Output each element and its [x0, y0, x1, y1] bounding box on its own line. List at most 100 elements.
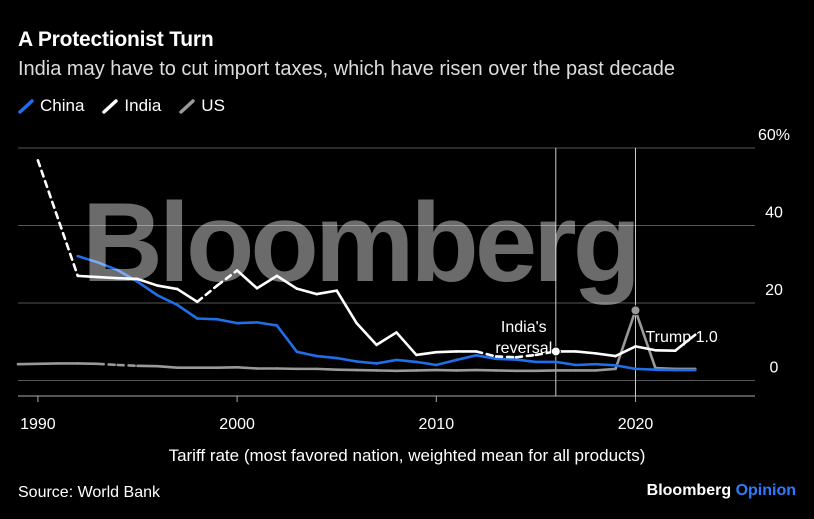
series-china-segment: [235, 321, 259, 325]
series-china-segment: [614, 364, 637, 371]
series-india-segment: [634, 345, 657, 352]
x-tick-label-2000: 2000: [219, 416, 255, 433]
series-us-segment: [634, 309, 657, 370]
series-china-segment: [415, 360, 438, 367]
series-india-segment: [415, 350, 438, 357]
series-india-segment: [514, 353, 538, 359]
legend-item-india: India: [102, 96, 161, 116]
series-us-segment: [594, 367, 617, 372]
series-us-segment: [614, 309, 637, 371]
series-india-segment: [275, 274, 299, 290]
series-india-segment: [335, 289, 358, 325]
annotation-markers: [550, 305, 641, 357]
series-us-segment: [235, 366, 259, 370]
series-china-segment: [554, 360, 578, 367]
annotation-label-trump: Trump 1.0: [645, 329, 717, 346]
legend-swatch-india: [102, 98, 119, 114]
series-india-segment: [235, 269, 259, 290]
series-india-segment: [355, 321, 378, 347]
series-china-segment: [574, 362, 597, 367]
series-india-segment: [474, 350, 498, 358]
legend: China India US: [18, 96, 225, 116]
brand-main: Bloomberg: [646, 482, 732, 499]
legend-swatch-us: [179, 98, 196, 114]
series-india-segment: [215, 269, 239, 287]
legend-item-china: China: [18, 96, 84, 116]
legend-item-us: US: [179, 96, 225, 116]
axis-labels: 0 20 40 60% 1990 2000 2010 2020: [20, 127, 790, 433]
legend-label-china: China: [40, 96, 85, 115]
series-india-segment: [156, 284, 179, 291]
series-india-segment: [255, 274, 279, 290]
legend-label-india: India: [124, 96, 162, 115]
series-china-segment: [275, 324, 299, 354]
series-us-segment: [156, 364, 179, 370]
series-china-segment: [454, 354, 478, 362]
series-china-segment: [96, 261, 119, 272]
series-india-segment: [674, 333, 697, 352]
x-tick-label-2020: 2020: [618, 416, 654, 433]
bloomberg-watermark: Bloomberg: [82, 180, 641, 305]
legend-swatch-china: [18, 98, 34, 114]
series-china-segment: [215, 317, 239, 325]
series-china-segment: [434, 358, 458, 367]
series-india-segment: [116, 276, 139, 281]
series-india-segment: [96, 275, 119, 280]
series-india-segment: [195, 284, 219, 304]
annotation-marker-0: [550, 346, 561, 357]
x-tick-label-2010: 2010: [419, 416, 455, 433]
chart-subtitle: India may have to cut import taxes, whic…: [18, 58, 676, 80]
series-us-segment: [116, 363, 139, 368]
grid-lines: [18, 147, 755, 402]
series-china-segment: [474, 354, 498, 361]
brand-accent: Opinion: [735, 482, 796, 499]
series-china-segment: [255, 321, 279, 327]
series-india-segment: [395, 331, 418, 357]
series-china-segment: [76, 254, 99, 264]
source-note: Source: World Bank: [18, 484, 160, 501]
annotation-label-reversal: reversal: [495, 340, 552, 357]
series-china-segment: [355, 360, 378, 365]
series-india-segment: [494, 355, 518, 359]
series-china-segment: [295, 350, 319, 358]
series-india-segment: [36, 159, 80, 278]
series-india-segment: [76, 274, 99, 279]
x-tick-label-1990: 1990: [20, 416, 56, 433]
series-us-segment: [315, 367, 339, 371]
series-lines: [16, 159, 697, 373]
series-china-segment: [375, 358, 398, 365]
series-us-segment: [16, 362, 60, 366]
chart-title: A Protectionist Turn: [18, 28, 214, 51]
y-tick-label-60: 60%: [758, 127, 790, 144]
brand-logo: Bloomberg Opinion: [647, 482, 796, 500]
series-india-segment: [295, 287, 319, 296]
series-china-segment: [594, 362, 617, 367]
y-tick-label-20: 20: [765, 282, 783, 299]
series-india-segment: [614, 345, 637, 358]
series-china-segment: [156, 293, 179, 307]
series-china-segment: [514, 358, 538, 364]
y-tick-label-0: 0: [770, 360, 779, 377]
series-china-segment: [395, 358, 418, 364]
annotation-marker-1: [630, 305, 641, 316]
x-axis-caption: Tariff rate (most favored nation, weight…: [168, 446, 646, 465]
series-india-segment: [136, 277, 159, 287]
series-china-segment: [315, 354, 339, 360]
legend-label-us: US: [201, 96, 225, 115]
annotation-label-reversal: India's: [501, 319, 547, 336]
series-china-segment: [634, 367, 657, 371]
series-china-segment: [195, 317, 219, 321]
series-india-segment: [176, 287, 199, 304]
series-india-segment: [434, 350, 458, 354]
series-india-segment: [315, 289, 339, 296]
series-india-segment: [594, 352, 617, 358]
y-tick-label-40: 40: [765, 205, 783, 222]
series-china-segment: [136, 280, 159, 297]
annotation-labels: India's reversal Trump 1.0: [495, 319, 718, 357]
series-india-segment: [574, 350, 597, 355]
series-india-segment: [375, 331, 398, 347]
series-china-segment: [176, 303, 199, 320]
series-us-segment: [96, 362, 119, 367]
series-china-segment: [494, 357, 518, 361]
